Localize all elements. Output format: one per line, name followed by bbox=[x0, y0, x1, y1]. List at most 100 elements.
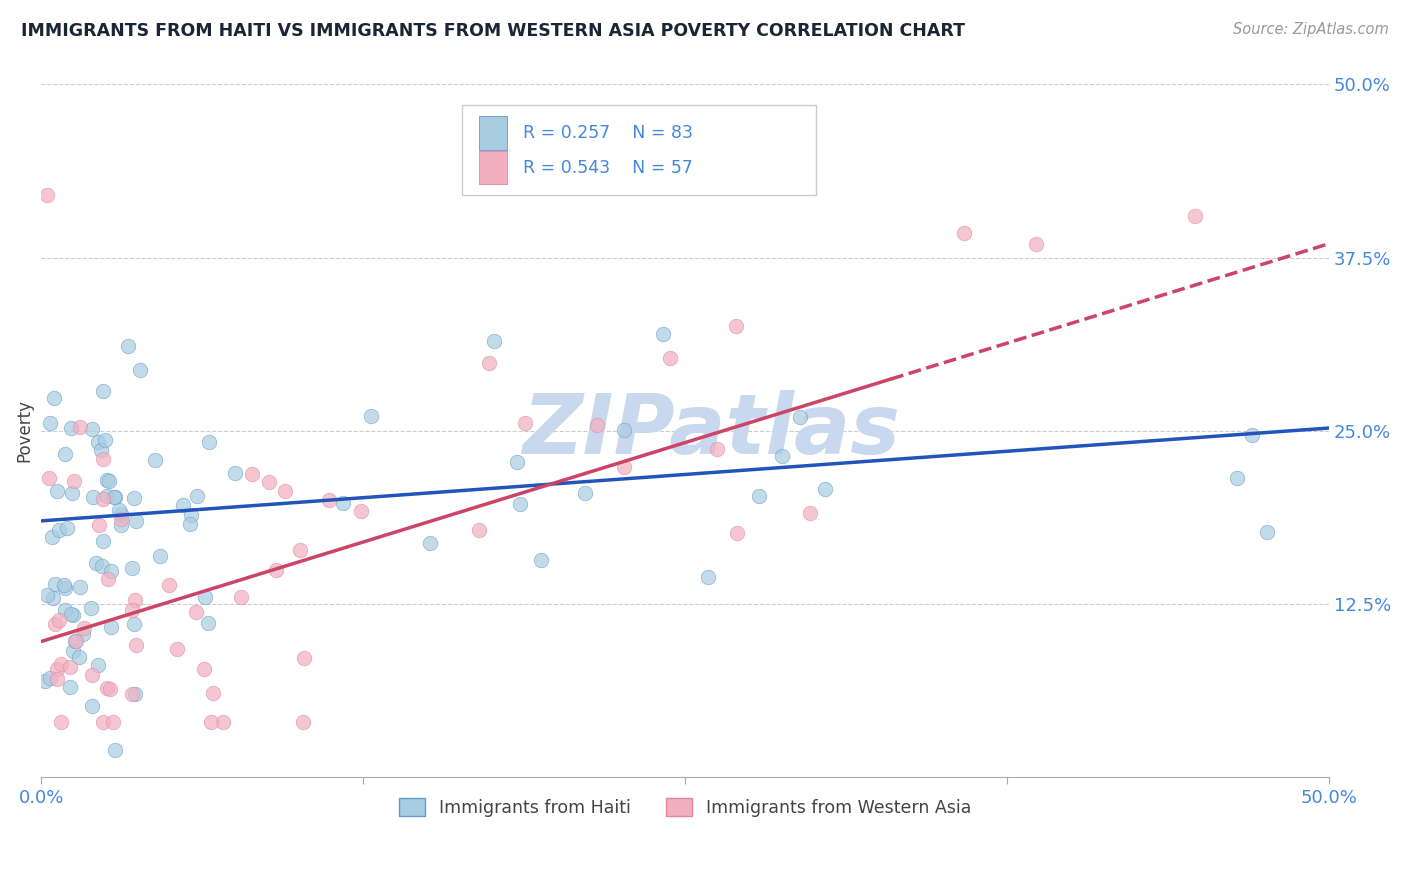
Point bbox=[318, 493, 340, 508]
Point bbox=[93, 434, 115, 448]
FancyBboxPatch shape bbox=[479, 151, 508, 185]
Point bbox=[87, 657, 110, 672]
Point bbox=[53, 602, 76, 616]
Point bbox=[651, 327, 673, 342]
Point bbox=[128, 362, 150, 376]
Point bbox=[59, 660, 82, 674]
Point bbox=[292, 650, 315, 665]
Point bbox=[72, 627, 94, 641]
Point bbox=[200, 714, 222, 729]
Point bbox=[1025, 237, 1047, 252]
Point bbox=[197, 616, 219, 631]
Point bbox=[194, 590, 217, 604]
Point bbox=[38, 471, 60, 485]
Point bbox=[259, 475, 281, 489]
Point bbox=[515, 417, 537, 431]
Point bbox=[121, 688, 143, 702]
Point bbox=[91, 714, 114, 729]
Point bbox=[96, 681, 118, 695]
Point bbox=[96, 473, 118, 487]
Point bbox=[201, 685, 224, 699]
Point bbox=[91, 384, 114, 399]
Point bbox=[91, 534, 114, 549]
Point bbox=[62, 474, 84, 488]
Point bbox=[38, 417, 60, 431]
Point bbox=[613, 460, 636, 475]
Point bbox=[62, 607, 84, 622]
Point bbox=[613, 423, 636, 437]
Point bbox=[104, 490, 127, 504]
Point bbox=[125, 514, 148, 528]
Point bbox=[706, 442, 728, 456]
Point bbox=[101, 714, 124, 729]
Point bbox=[814, 482, 837, 496]
Point bbox=[59, 607, 82, 621]
Point bbox=[41, 530, 63, 544]
Point bbox=[770, 449, 793, 463]
Point bbox=[350, 504, 373, 518]
Point bbox=[172, 498, 194, 512]
Point bbox=[56, 521, 79, 535]
Point bbox=[117, 338, 139, 352]
Point bbox=[224, 466, 246, 480]
Point bbox=[360, 409, 382, 424]
Point bbox=[100, 564, 122, 578]
Point bbox=[799, 506, 821, 520]
Point bbox=[197, 434, 219, 449]
Point bbox=[231, 590, 253, 604]
Point bbox=[65, 634, 87, 648]
Point bbox=[107, 503, 129, 517]
Y-axis label: Poverty: Poverty bbox=[15, 400, 32, 462]
Point bbox=[953, 226, 976, 240]
Point bbox=[34, 673, 56, 688]
Point bbox=[90, 558, 112, 573]
Point bbox=[97, 572, 120, 586]
Point bbox=[186, 489, 208, 503]
Point bbox=[90, 443, 112, 458]
Point bbox=[55, 447, 77, 461]
Text: R = 0.257    N = 83: R = 0.257 N = 83 bbox=[523, 124, 693, 142]
Point bbox=[96, 489, 118, 503]
Point bbox=[89, 518, 111, 533]
Point bbox=[67, 649, 90, 664]
Point bbox=[124, 592, 146, 607]
Point bbox=[91, 491, 114, 506]
Point bbox=[264, 563, 287, 577]
Point bbox=[62, 644, 84, 658]
Point bbox=[121, 603, 143, 617]
Point bbox=[468, 523, 491, 537]
Point bbox=[332, 496, 354, 510]
Point bbox=[1256, 524, 1278, 539]
Point bbox=[110, 508, 132, 522]
Point bbox=[87, 434, 110, 449]
Point bbox=[658, 351, 681, 365]
Point bbox=[506, 455, 529, 469]
Point bbox=[789, 410, 811, 425]
Text: IMMIGRANTS FROM HAITI VS IMMIGRANTS FROM WESTERN ASIA POVERTY CORRELATION CHART: IMMIGRANTS FROM HAITI VS IMMIGRANTS FROM… bbox=[21, 22, 965, 40]
Point bbox=[110, 518, 132, 533]
Point bbox=[53, 581, 76, 595]
Point bbox=[52, 578, 75, 592]
Point bbox=[180, 508, 202, 522]
Point bbox=[35, 188, 58, 202]
Point bbox=[193, 662, 215, 676]
Point bbox=[84, 556, 107, 570]
Point bbox=[100, 620, 122, 634]
Point bbox=[240, 467, 263, 482]
Point bbox=[49, 657, 72, 671]
Point bbox=[1184, 209, 1206, 223]
Point bbox=[478, 356, 501, 370]
FancyBboxPatch shape bbox=[463, 105, 817, 195]
Point bbox=[124, 687, 146, 701]
Point bbox=[49, 714, 72, 729]
Point bbox=[288, 543, 311, 558]
Point bbox=[42, 591, 65, 605]
Point bbox=[157, 578, 180, 592]
Point bbox=[586, 417, 609, 432]
Point bbox=[69, 420, 91, 434]
Point bbox=[104, 742, 127, 756]
Point bbox=[725, 525, 748, 540]
Point bbox=[48, 613, 70, 627]
Point bbox=[1240, 428, 1263, 442]
Point bbox=[98, 681, 121, 696]
